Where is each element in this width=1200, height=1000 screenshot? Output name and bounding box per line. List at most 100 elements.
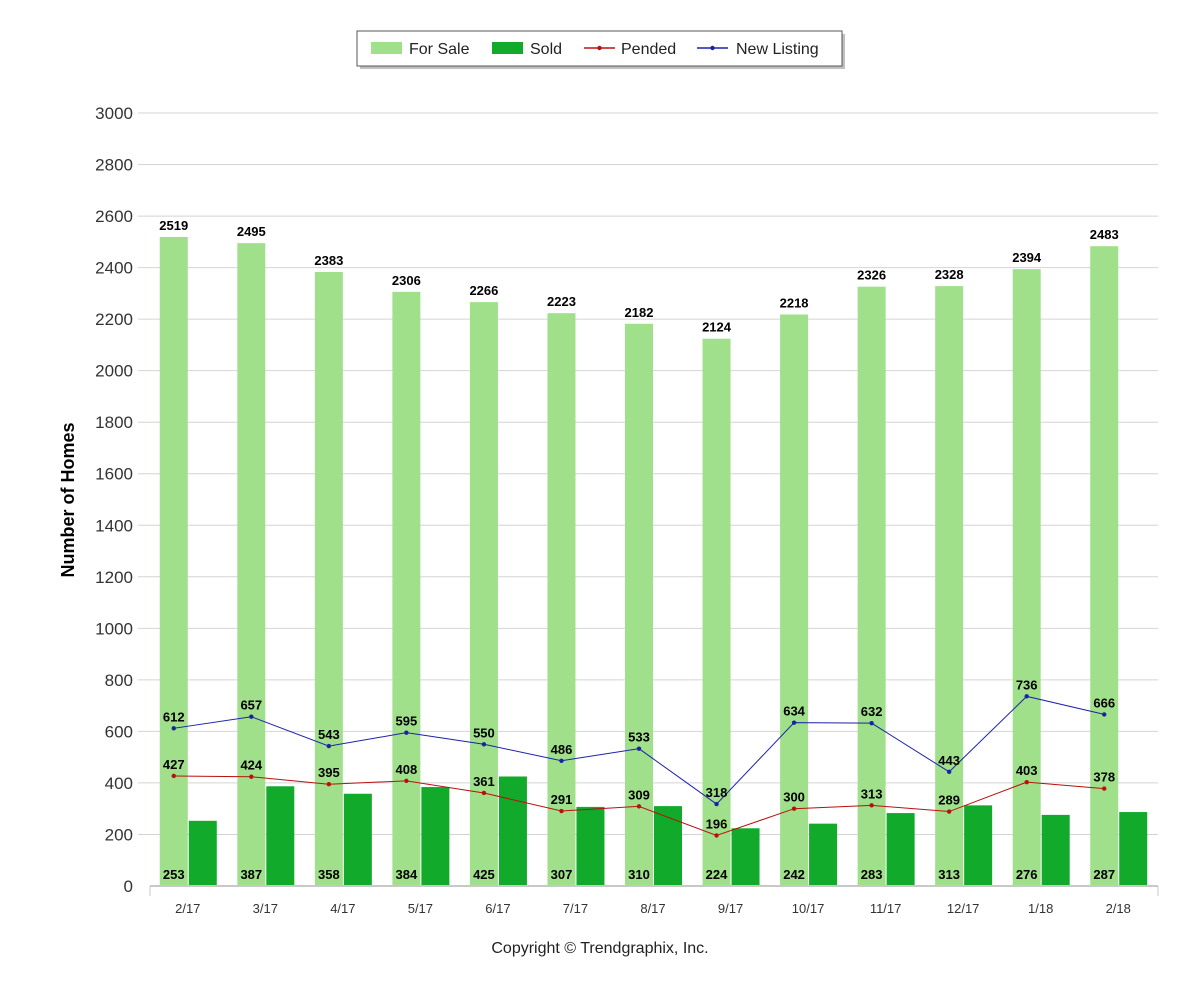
data-label-new-listing: 595 [396, 714, 418, 729]
data-label-sold: 224 [706, 867, 728, 882]
y-tick-label: 1800 [95, 413, 133, 432]
point-new-listing [249, 714, 254, 719]
x-tick-label: 1/18 [1028, 901, 1053, 916]
data-label-pended: 424 [240, 758, 262, 773]
data-label-sold: 253 [163, 867, 185, 882]
point-pended [636, 804, 642, 809]
y-tick-label: 2000 [95, 362, 133, 381]
data-label-for-sale: 2328 [935, 267, 964, 282]
data-label-pended: 403 [1016, 763, 1038, 778]
x-axis: 2/17 3/17 4/17 5/17 6/17 7/17 8/17 9/17 10/17 11/… [149, 885, 1159, 916]
x-tick-label: 10/17 [792, 901, 825, 916]
y-tick-label: 2800 [95, 156, 133, 175]
point-pended [171, 773, 176, 779]
y-tick-label: 1400 [95, 516, 133, 535]
bar-for-sale [780, 314, 809, 886]
data-label-pended: 289 [938, 793, 960, 808]
data-label-new-listing: 612 [163, 709, 185, 724]
data-label-pended: 309 [628, 787, 650, 802]
bar-sold [886, 813, 915, 886]
y-tick-label: 1600 [95, 465, 133, 484]
lines [171, 694, 1107, 838]
data-label-for-sale: 2519 [159, 218, 188, 233]
bar-sold [964, 805, 993, 886]
bar-sold [809, 823, 838, 886]
point-new-listing [404, 730, 409, 735]
x-tick-label: 4/17 [330, 901, 355, 916]
x-tick-label: 9/17 [718, 901, 743, 916]
x-tick-label: 11/17 [870, 901, 902, 916]
y-tick-label: 1200 [95, 568, 133, 587]
legend-marker-pended [597, 45, 602, 51]
data-label-pended: 196 [706, 816, 728, 831]
data-label-new-listing: 736 [1016, 677, 1038, 692]
point-pended [326, 782, 332, 787]
legend-label-for-sale: For Sale [409, 41, 470, 58]
y-tick-label: 2200 [95, 310, 133, 329]
bar-for-sale [857, 286, 886, 886]
y-tick-label: 0 [124, 877, 133, 896]
y-tick-label: 200 [105, 825, 133, 844]
point-pended [869, 803, 874, 808]
bar-sold [1119, 812, 1148, 886]
bar-for-sale [935, 286, 964, 887]
data-label-sold: 358 [318, 867, 340, 882]
y-axis: 0 200 400 600 800 1000 1200 1400 1600 1800 2000 220… [95, 104, 133, 896]
data-label-sold: 310 [628, 867, 650, 882]
x-tick-label: 6/17 [485, 901, 510, 916]
data-label-for-sale: 2394 [1012, 250, 1042, 265]
point-pended [791, 806, 797, 811]
legend-label-new-listing: New Listing [736, 41, 819, 58]
data-label-pended: 427 [163, 757, 185, 772]
data-label-new-listing: 533 [628, 730, 650, 745]
bars [159, 236, 1148, 887]
data-label-new-listing: 543 [318, 727, 340, 742]
point-pended [714, 833, 719, 838]
data-label-new-listing: 550 [473, 725, 495, 740]
data-label-sold: 384 [396, 867, 418, 882]
point-new-listing [481, 742, 487, 747]
data-label-pended: 408 [396, 762, 418, 777]
bar-sold [266, 786, 295, 886]
bar-for-sale [1090, 246, 1119, 886]
data-label-new-listing: 486 [551, 742, 573, 757]
point-new-listing [714, 801, 719, 807]
y-tick-label: 3000 [95, 104, 133, 123]
data-label-sold: 313 [938, 867, 960, 882]
point-new-listing [326, 743, 332, 749]
x-tick-label: 8/17 [640, 901, 665, 916]
x-tick-label: 2/17 [175, 901, 200, 916]
data-label-for-sale: 2223 [547, 294, 576, 309]
bar-for-sale [1012, 269, 1041, 886]
x-tick-label: 12/17 [947, 901, 980, 916]
point-new-listing [946, 769, 952, 775]
bar-for-sale [237, 243, 266, 886]
y-tick-label: 2600 [95, 207, 133, 226]
bar-sold [421, 787, 450, 886]
x-tick-label: 5/17 [408, 901, 433, 916]
data-label-sold: 387 [240, 867, 262, 882]
y-tick-label: 2400 [95, 259, 133, 278]
data-label-for-sale: 2266 [469, 283, 498, 298]
point-new-listing [1102, 712, 1107, 717]
data-label-pended: 291 [551, 792, 573, 807]
bar-sold [654, 806, 682, 886]
y-tick-label: 800 [105, 671, 133, 690]
y-tick-label: 600 [105, 722, 133, 741]
legend-swatch-sold [492, 42, 523, 54]
data-label-for-sale: 2483 [1090, 227, 1119, 242]
data-label-new-listing: 657 [240, 698, 262, 713]
point-new-listing [1024, 694, 1029, 699]
y-tick-label: 400 [105, 774, 133, 793]
point-new-listing [636, 746, 642, 751]
point-pended [559, 808, 564, 814]
bar-for-sale [547, 313, 576, 886]
legend-label-sold: Sold [530, 41, 562, 58]
data-label-pended: 300 [783, 790, 805, 805]
x-tick-label: 2/18 [1106, 901, 1131, 916]
legend-swatch-for-sale [371, 42, 402, 54]
data-label-pended: 378 [1093, 770, 1115, 785]
data-label-pended: 313 [861, 786, 883, 801]
bar-for-sale [159, 236, 188, 886]
point-pended [249, 774, 254, 779]
